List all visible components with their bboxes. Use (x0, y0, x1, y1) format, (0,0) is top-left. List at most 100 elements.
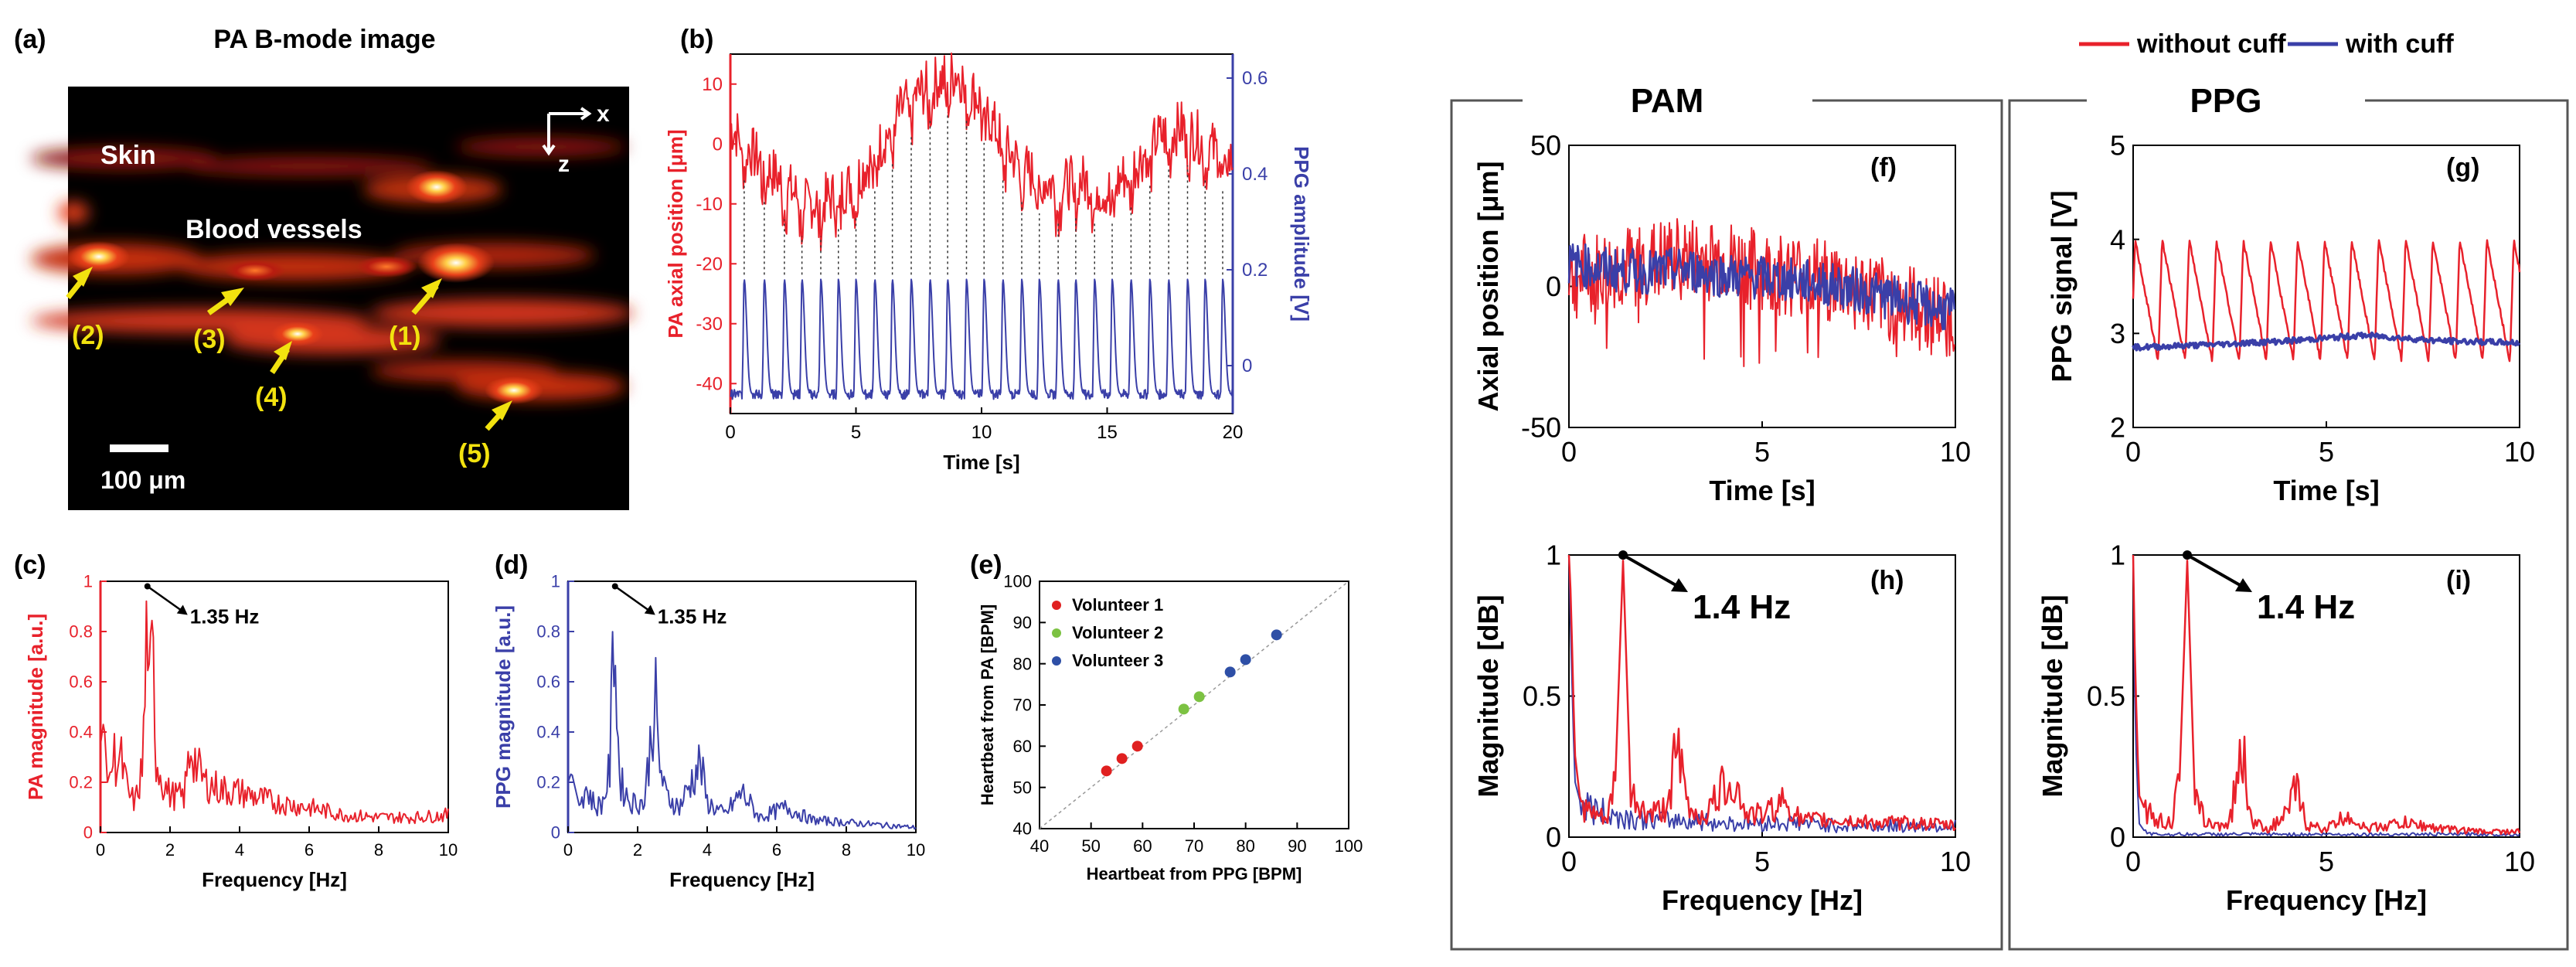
y-tick-label-e-3: 70 (1013, 696, 1032, 715)
y-axis-label-f: Axial position [μm] (1472, 161, 1504, 411)
identity-line-e (1039, 581, 1349, 829)
y-tick-label-b-1: -30 (696, 314, 723, 335)
peak-arrowhead-d (644, 604, 655, 615)
x-tick-label-e-4: 80 (1236, 836, 1254, 856)
legend-with: with cuff (2345, 29, 2454, 59)
y-tick-label-e-0: 40 (1013, 819, 1032, 839)
y-tick-label-d-1: 0.2 (536, 773, 560, 792)
x-tick-label-d-1: 2 (633, 840, 642, 860)
panel-label-c: (c) (14, 550, 46, 580)
y-axis-label-d: PPG magnitude [a.u.] (492, 605, 515, 809)
peak-arrow-c (147, 585, 183, 612)
marker-2: (2) (72, 321, 104, 350)
point-e-0-1 (1116, 753, 1128, 764)
x-tick-label-e-6: 100 (1335, 836, 1363, 856)
arrowhead-5 (492, 400, 512, 421)
x-tick-label-c-4: 8 (374, 840, 383, 860)
panel-label-i: (i) (2446, 566, 2471, 595)
y-right-axis-label-b: PPG amplitude [V] (1290, 146, 1313, 322)
x-tick-label-b-3: 15 (1097, 422, 1118, 443)
series-spectrum-d (567, 631, 917, 830)
marker-3: (3) (193, 325, 226, 354)
marker-4: (4) (255, 383, 288, 412)
y-tick-label-e-2: 60 (1013, 737, 1032, 756)
x-tick-label-c-3: 6 (305, 840, 314, 860)
y-tick-label-i-0: 0 (2110, 822, 2125, 853)
point-e-2-0 (1224, 666, 1236, 678)
pam-title: PAM (1631, 82, 1704, 120)
y-tick-label-h-1: 0.5 (1523, 680, 1561, 712)
x-tick-label-d-4: 8 (842, 840, 851, 860)
legend-label-e-1: Volunteer 2 (1072, 623, 1163, 642)
legend-marker-e-0 (1052, 601, 1061, 610)
y-tick-label-e-5: 90 (1013, 613, 1032, 632)
bmode-vessels (31, 138, 634, 404)
arrowhead-4 (274, 341, 292, 360)
series-without-cuff-i (2132, 554, 2521, 836)
x-tick-label-d-2: 4 (703, 840, 712, 860)
peak-arrowhead-c (176, 604, 188, 615)
chart-b: 0 5 10 15 20 -40 -30 -20 -10 0 10 Time [s] PA axial … (664, 52, 1313, 474)
series-with-cuff-i (2132, 554, 2520, 837)
legend-label-e-2: Volunteer 3 (1072, 651, 1163, 670)
point-e-1-0 (1178, 703, 1189, 715)
y-tick-label-g-2: 4 (2110, 223, 2125, 255)
y-tick-label-b-4: 0 (713, 134, 723, 155)
y-right-tick-label-b-3: 0.6 (1242, 68, 1268, 89)
y-tick-label-c-0: 0 (83, 823, 93, 843)
y-tick-label-d-5: 1 (551, 572, 560, 591)
y-axis-label-e: Heartbeat from PA [BPM] (978, 604, 997, 805)
peak-annotation-h: 1.4 Hz (1693, 588, 1791, 626)
panel-label-f: (f) (1870, 153, 1897, 182)
x-axis-label-h: Frequency [Hz] (1662, 884, 1863, 916)
ppg-title: PPG (2190, 82, 2262, 120)
x-tick-label-b-4: 20 (1223, 422, 1244, 443)
peak-arrow-i (2186, 553, 2242, 587)
marker-1: (1) (389, 322, 421, 351)
series-with-cuff-h (1568, 554, 1956, 833)
series-ppg-b (730, 278, 1234, 400)
x-axis-label-e: Heartbeat from PPG [BPM] (1087, 864, 1302, 884)
x-axis-label-b: Time [s] (943, 451, 1019, 474)
y-tick-label-i-2: 1 (2110, 540, 2125, 571)
x-axis-label-i: Frequency [Hz] (2226, 884, 2427, 916)
y-tick-label-d-2: 0.4 (536, 723, 560, 742)
series-spectrum-c (100, 600, 449, 825)
x-tick-label-f-2: 10 (1940, 436, 1971, 468)
chart-c: 0 2 4 6 8 10 0 0.2 0.4 0.6 0.8 1 Frequency [Hz] PA ma… (24, 572, 458, 891)
x-axis-label-d: Frequency [Hz] (669, 868, 815, 891)
pam-box: PAM (1450, 82, 2003, 951)
y-axis-label-g: PPG signal [V] (2046, 190, 2077, 382)
panel-a: (a) PA B-mode image (14, 25, 634, 510)
scale-bar (110, 444, 168, 452)
y-axis-label-c: PA magnitude [a.u.] (24, 614, 47, 800)
bmode-title: PA B-mode image (213, 25, 435, 54)
chart-e: 40 50 60 70 80 90 100 40 50 60 70 80 90 100 Heartbeat … (978, 572, 1363, 884)
y-tick-label-h-0: 0 (1546, 822, 1561, 853)
panel-label-e: (e) (970, 550, 1002, 580)
y-tick-label-f-2: 50 (1530, 130, 1561, 162)
vessel-arrows (66, 267, 512, 431)
x-tick-label-e-2: 60 (1133, 836, 1152, 856)
y-tick-label-b-5: 10 (702, 74, 723, 95)
y-tick-label-i-1: 0.5 (2087, 680, 2125, 712)
peak-arrowhead-i (2235, 578, 2252, 592)
x-tick-label-f-0: 0 (1561, 436, 1577, 468)
peak-annotation-c: 1.35 Hz (190, 605, 260, 628)
x-tick-label-d-0: 0 (563, 840, 573, 860)
legend-label-e-0: Volunteer 1 (1072, 595, 1163, 615)
y-tick-label-d-0: 0 (551, 823, 560, 843)
panel-label-a: (a) (14, 25, 46, 54)
x-tick-label-b-1: 5 (851, 422, 861, 443)
y-tick-label-b-2: -20 (696, 254, 723, 275)
x-tick-label-g-2: 10 (2504, 436, 2535, 468)
peak-annotation-i: 1.4 Hz (2257, 588, 2355, 626)
x-tick-label-d-5: 10 (907, 840, 925, 860)
scale-bar-label: 100 μm (100, 466, 185, 494)
arrowhead-3 (221, 288, 244, 306)
y-tick-label-d-4: 0.8 (536, 622, 560, 642)
y-tick-label-f-0: -50 (1521, 412, 1561, 444)
x-tick-label-e-3: 70 (1185, 836, 1203, 856)
x-tick-label-g-0: 0 (2125, 436, 2141, 468)
